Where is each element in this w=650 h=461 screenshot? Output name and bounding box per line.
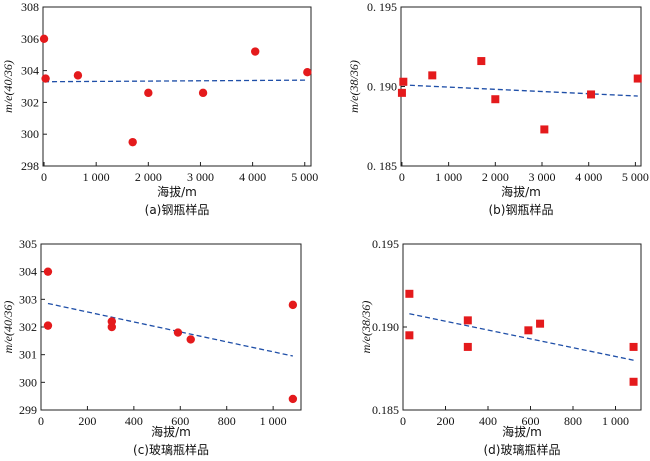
data-point xyxy=(428,71,437,80)
x-axis-label: 海拔/m xyxy=(157,184,197,199)
data-point xyxy=(397,88,406,97)
panel-caption: (a)钢瓶样品 xyxy=(145,202,210,217)
x-tick-label: 600 xyxy=(522,414,540,428)
panel-caption: (b)钢瓶样品 xyxy=(489,202,554,217)
data-point xyxy=(477,57,486,66)
x-tick-label: 0 xyxy=(41,170,47,184)
y-tick-label: 0.185 xyxy=(372,403,399,417)
y-axis-label: m/e(38/36) xyxy=(347,60,361,113)
panel-caption: (c)玻璃瓶样品 xyxy=(133,442,209,457)
x-tick-label: 0 xyxy=(400,414,406,428)
trend-line xyxy=(401,84,638,97)
y-tick-label: 302 xyxy=(19,320,37,334)
x-tick-label: 1 000 xyxy=(260,414,287,428)
y-tick-label: 305 xyxy=(19,237,37,251)
x-axis-label: 海拔/m xyxy=(502,424,542,439)
y-tick-label: 306 xyxy=(21,32,39,46)
x-tick-label: 1 000 xyxy=(602,414,629,428)
y-tick-label: 0.190 xyxy=(372,320,399,334)
data-point xyxy=(463,316,472,325)
x-tick-label: 800 xyxy=(564,414,582,428)
data-point xyxy=(405,331,414,340)
data-point xyxy=(43,267,53,276)
y-tick-label: 298 xyxy=(21,159,39,173)
x-tick-label: 5 000 xyxy=(622,170,649,184)
x-tick-label: 2 000 xyxy=(482,170,509,184)
data-point xyxy=(633,74,642,83)
plot-frame xyxy=(42,6,312,167)
y-tick-label: 299 xyxy=(19,403,37,417)
data-point xyxy=(629,342,638,351)
data-point xyxy=(524,326,533,335)
data-point xyxy=(303,67,312,77)
plot-frame xyxy=(40,243,302,411)
x-tick-label: 2 000 xyxy=(135,170,162,184)
x-axis-label: 海拔/m xyxy=(151,424,191,439)
data-point xyxy=(251,47,260,56)
data-point xyxy=(587,90,596,99)
x-tick-label: 5 000 xyxy=(291,170,318,184)
x-tick-label: 200 xyxy=(437,414,455,428)
y-tick-label: 300 xyxy=(21,127,39,141)
data-point xyxy=(288,300,298,310)
plot-frame xyxy=(402,243,642,411)
data-point xyxy=(399,77,408,86)
y-axis-label: m/e(40/36) xyxy=(1,301,15,354)
x-tick-label: 4 000 xyxy=(239,170,266,184)
trend-line xyxy=(409,313,634,361)
y-axis-label: m/e(40/36) xyxy=(1,60,15,113)
chart-panel-1: 0 1 000 2 000 3 000 4 000 5 000 0. 185 0. 190 0.… xyxy=(347,0,649,217)
chart-panel-2: 0 200 400 600 800 1 000 299 300 301 302 303 304 305 海… xyxy=(1,237,302,457)
data-point xyxy=(186,335,195,344)
data-point xyxy=(491,95,500,104)
data-point xyxy=(41,74,50,83)
data-point xyxy=(540,125,549,134)
chart-panel-0: 0 1 000 2 000 3 000 4 000 5 000 298 300 302 304 30… xyxy=(1,0,318,217)
y-tick-label: 300 xyxy=(19,375,37,389)
y-tick-label: 302 xyxy=(21,95,39,109)
x-tick-label: 400 xyxy=(479,414,497,428)
y-tick-label: 301 xyxy=(19,348,37,362)
x-tick-label: 3 000 xyxy=(187,170,214,184)
data-point xyxy=(144,88,153,98)
data-point xyxy=(405,289,414,298)
y-tick-label: 0. 195 xyxy=(367,0,397,14)
y-tick-label: 0. 190 xyxy=(367,80,397,94)
y-tick-label: 0. 185 xyxy=(367,159,397,173)
x-tick-label: 600 xyxy=(171,414,189,428)
x-tick-label: 200 xyxy=(78,414,96,428)
x-tick-label: 4 000 xyxy=(575,170,602,184)
panel-caption: (d)玻璃瓶样品 xyxy=(484,442,561,457)
y-tick-label: 308 xyxy=(21,0,39,14)
data-point xyxy=(107,322,117,332)
x-tick-label: 400 xyxy=(125,414,143,428)
y-tick-label: 304 xyxy=(21,64,39,78)
x-axis-label: 海拔/m xyxy=(501,184,541,199)
trend-line xyxy=(44,79,308,83)
data-point xyxy=(173,328,183,337)
chart-panel-3: 0 200 400 600 800 1 000 0.185 0.190 0.195 海拔/m m/e… xyxy=(359,237,642,457)
data-point xyxy=(39,34,49,43)
y-tick-label: 304 xyxy=(19,265,37,279)
x-tick-label: 0 xyxy=(399,170,405,184)
data-point xyxy=(288,394,298,404)
x-tick-label: 1 000 xyxy=(435,170,462,184)
trend-line xyxy=(47,302,294,357)
x-tick-label: 0 xyxy=(38,414,44,428)
data-point xyxy=(43,321,53,330)
data-point xyxy=(128,137,137,147)
data-point xyxy=(198,88,208,98)
x-tick-label: 1 000 xyxy=(83,170,110,184)
data-point xyxy=(536,319,545,328)
data-point xyxy=(73,71,83,80)
x-tick-label: 3 000 xyxy=(529,170,556,184)
y-tick-label: 0.195 xyxy=(372,237,399,251)
y-tick-label: 303 xyxy=(19,292,37,306)
x-tick-label: 800 xyxy=(218,414,236,428)
data-point xyxy=(463,342,472,351)
y-axis-label: m/e(38/36) xyxy=(359,301,373,354)
data-point xyxy=(629,377,638,386)
